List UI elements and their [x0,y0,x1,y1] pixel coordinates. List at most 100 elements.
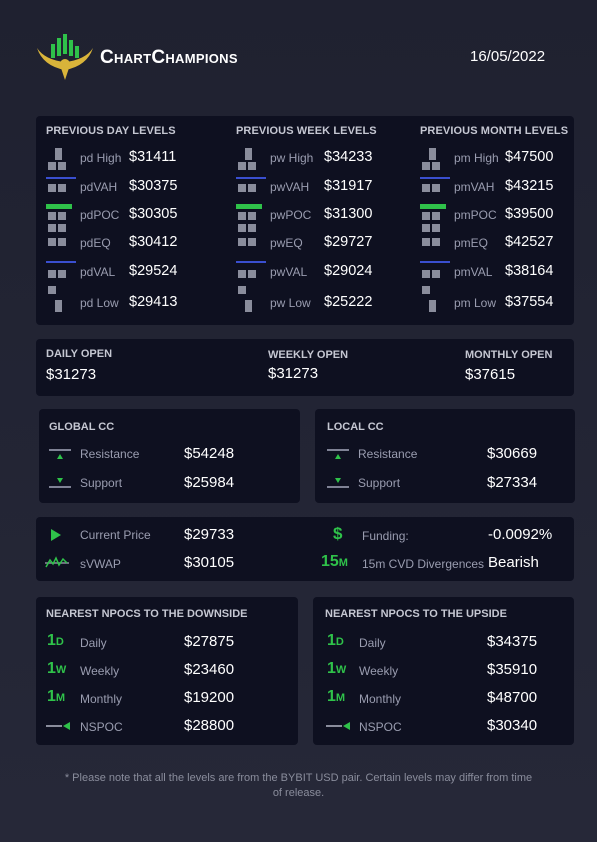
support-icon [49,478,71,488]
local-resistance-label: Resistance [358,447,418,461]
daily-open-label: DAILY OPEN [46,348,113,360]
month-volume-profile-icon [420,148,450,312]
day-volume-profile-icon [46,148,76,312]
global-support-label: Support [80,476,123,490]
week-level-label: pwPOC [270,208,312,222]
current-price-value: $29733 [184,526,235,543]
report-date: 16/05/2022 [470,48,546,65]
day-level-label: pd Low [80,296,119,310]
daily-open-value: $31273 [46,366,97,383]
npoc-value: $28800 [184,717,235,734]
month-level-value: $38164 [505,263,554,279]
volume-block [58,238,66,246]
weekly-open-value: $31273 [268,365,319,382]
volume-block [245,148,252,160]
market-card [36,517,574,581]
weekly-open-label: WEEKLY OPEN [268,349,349,361]
npoc-value: $48700 [487,689,538,706]
npoc-downside-title: NEAREST NPOCS TO THE DOWNSIDE [46,608,248,620]
opens-card [36,339,574,396]
month-level-label: pmPOC [454,208,497,222]
volume-block [238,184,246,192]
global-resistance-value: $54248 [184,445,235,462]
volume-block [422,224,430,232]
play-icon [51,529,61,541]
volume-block [238,162,246,170]
funding-label: Funding: [362,529,409,543]
cvd-icon-unit: M [338,557,348,569]
volume-block [429,148,436,160]
monthly-npoc-icon: 1M [327,688,346,705]
npoc-label: Daily [80,636,107,650]
volume-block [432,184,440,192]
npoc-label: Daily [359,636,386,650]
volume-block [422,184,430,192]
week-level-value: $25222 [324,294,373,310]
global-cc-card [39,409,300,503]
day-level-label: pdPOC [80,208,120,222]
day-level-label: pdVAL [80,265,116,279]
nspoc-icon [46,722,70,730]
npoc-value: $23460 [184,661,235,678]
month-level-value: $39500 [505,206,554,222]
local-support-label: Support [358,476,401,490]
chartchampions-logo [37,34,93,80]
day-level-value: $29413 [129,294,178,310]
volume-block [248,224,256,232]
volume-block [58,270,66,278]
week-level-label: pwVAL [270,265,308,279]
monthly-open-label: MONTHLY OPEN [465,349,553,361]
day-level-value: $30375 [129,178,178,194]
funding-dollar-icon: $ [333,524,343,543]
local-resistance-value: $30669 [487,445,538,462]
volume-block [432,212,440,220]
day-level-value: $30412 [129,234,178,250]
npoc-label: Monthly [80,692,123,706]
volume-block [422,270,430,278]
local-support-value: $27334 [487,474,538,491]
week-level-label: pwVAH [270,180,310,194]
volume-block [432,224,440,232]
month-level-value: $37554 [505,294,554,310]
npoc-value: $30340 [487,717,538,734]
volume-block [48,270,56,278]
month-level-label: pm High [454,151,499,165]
global-resistance-label: Resistance [80,447,140,461]
local-cc-title: LOCAL CC [327,421,384,433]
nspoc-icon [326,722,350,730]
week-volume-profile-icon [236,148,266,312]
week-level-value: $34233 [324,149,373,165]
day-level-label: pdEQ [80,236,111,250]
month-level-label: pm Low [454,296,497,310]
current-price-label: Current Price [80,528,151,542]
npoc-label: NSPOC [359,720,402,734]
month-level-value: $42527 [505,234,554,250]
svwap-label: sVWAP [80,557,121,571]
npoc-label: Weekly [359,664,399,678]
vwap-icon [45,556,69,568]
week-level-label: pw High [270,151,314,165]
volume-block [429,300,436,312]
volume-block [48,238,56,246]
previous-levels-card [36,116,574,325]
week-level-value: $31300 [324,206,373,222]
cvd-label: 15m CVD Divergences [362,557,485,571]
day-level-value: $31411 [129,149,177,165]
volume-block [248,238,256,246]
volume-block [238,286,246,294]
week-level-label: pwEQ [270,236,303,250]
volume-block [238,212,246,220]
npoc-value: $35910 [487,661,538,678]
svwap-value: $30105 [184,554,235,571]
month-level-value: $43215 [505,178,554,194]
volume-block [422,238,430,246]
week-level-value: $31917 [324,178,373,194]
volume-block [58,212,66,220]
npoc-value: $19200 [184,689,235,706]
support-icon [327,478,349,488]
week-level-value: $29727 [324,234,373,250]
day-level-value: $29524 [129,263,178,279]
previous-day-title: PREVIOUS DAY LEVELS [46,125,176,137]
npoc-value: $34375 [487,633,538,650]
